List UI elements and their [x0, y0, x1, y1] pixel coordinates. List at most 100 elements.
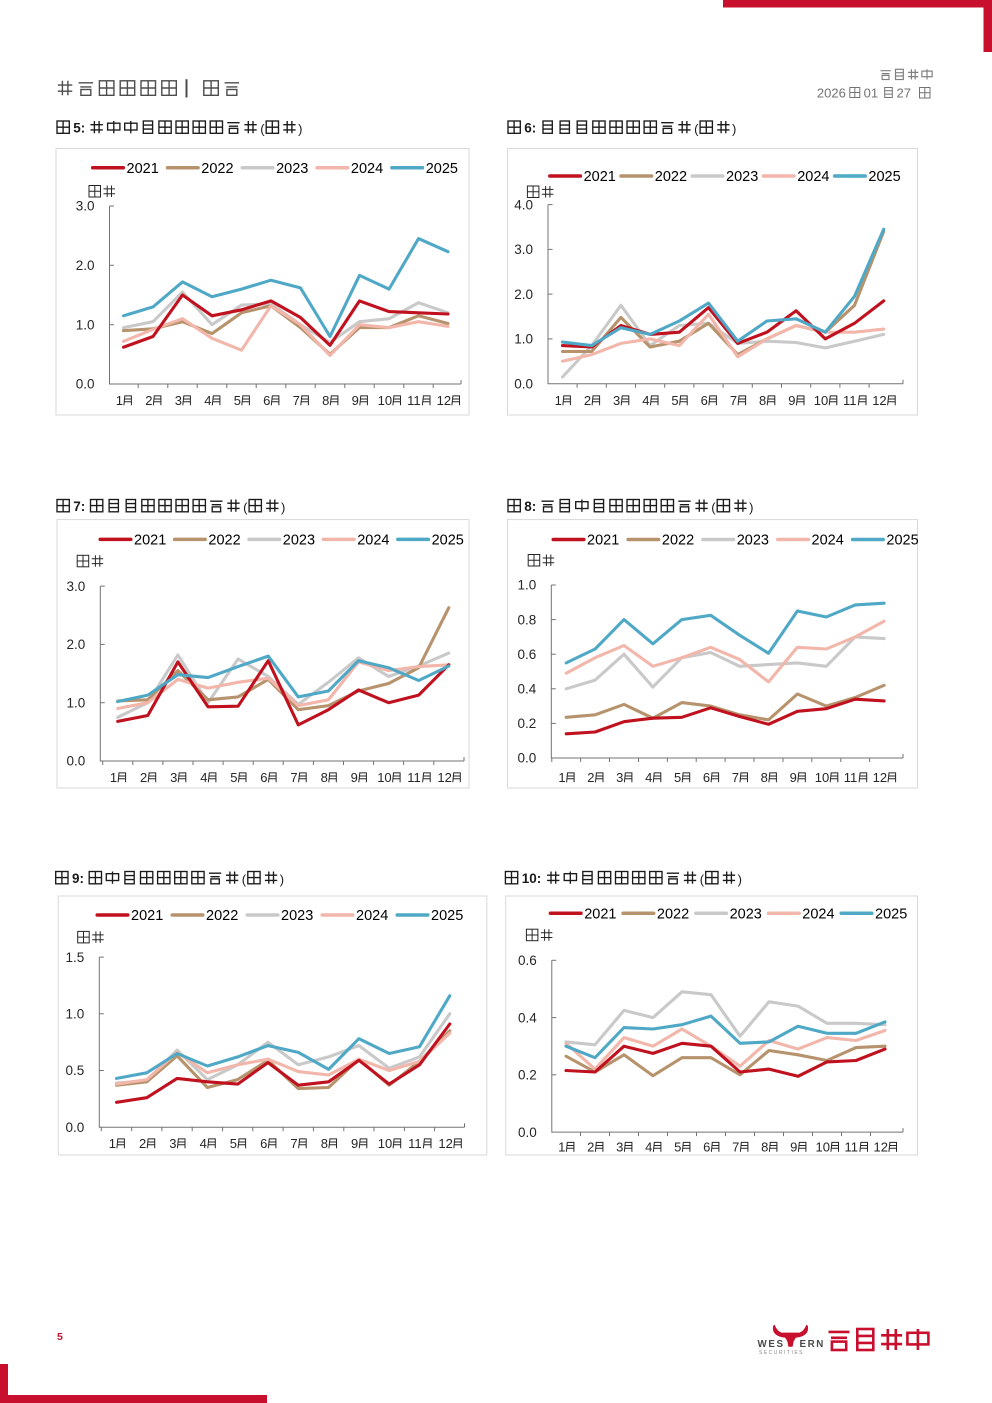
svg-text:12: 12 [872, 393, 886, 408]
svg-text:(: ( [243, 500, 248, 515]
svg-text:(: ( [711, 500, 716, 515]
svg-text:0.2: 0.2 [518, 716, 537, 731]
svg-text:0.4: 0.4 [518, 682, 537, 697]
svg-text:2023: 2023 [276, 161, 308, 177]
svg-text:5:: 5: [73, 120, 85, 135]
svg-text:2022: 2022 [657, 906, 689, 922]
svg-text:7:: 7: [73, 499, 85, 514]
svg-text:2025: 2025 [431, 908, 463, 924]
svg-text:2: 2 [145, 393, 152, 408]
svg-text:2023: 2023 [283, 533, 315, 549]
svg-text:2023: 2023 [730, 906, 762, 922]
svg-text:2022: 2022 [208, 533, 240, 549]
svg-text:8: 8 [321, 1136, 328, 1151]
svg-text:01: 01 [864, 85, 878, 100]
svg-text:10: 10 [378, 393, 392, 408]
svg-text:2023: 2023 [726, 169, 758, 185]
svg-text:12: 12 [873, 770, 887, 785]
svg-text:9: 9 [352, 393, 359, 408]
svg-text:0.0: 0.0 [67, 754, 86, 769]
svg-text:8: 8 [321, 770, 328, 785]
svg-text:8: 8 [761, 1140, 768, 1155]
svg-text:11: 11 [407, 393, 421, 408]
svg-text:SECURITIES: SECURITIES [759, 1350, 804, 1356]
svg-text:11: 11 [408, 1136, 422, 1151]
svg-text:0.5: 0.5 [66, 1063, 85, 1078]
svg-text:0.0: 0.0 [76, 377, 95, 392]
svg-text:(: ( [694, 121, 699, 136]
svg-text:3: 3 [616, 1140, 623, 1155]
svg-text:2023: 2023 [737, 533, 769, 549]
svg-text:(: ( [242, 872, 247, 887]
svg-text:4: 4 [200, 1136, 207, 1151]
svg-text:): ) [732, 121, 736, 136]
svg-text:2025: 2025 [886, 533, 918, 549]
svg-text:4: 4 [642, 393, 649, 408]
svg-text:3: 3 [175, 393, 182, 408]
svg-text:1.0: 1.0 [67, 695, 86, 710]
svg-text:6: 6 [260, 1136, 267, 1151]
svg-text:11: 11 [843, 393, 857, 408]
svg-text:2024: 2024 [797, 169, 829, 185]
svg-text:1: 1 [116, 393, 123, 408]
svg-text:): ) [749, 500, 753, 515]
svg-text:2021: 2021 [127, 161, 159, 177]
svg-text:10: 10 [377, 770, 391, 785]
svg-text:5: 5 [234, 393, 241, 408]
svg-text:2022: 2022 [662, 533, 694, 549]
svg-text:4: 4 [204, 393, 211, 408]
svg-text:10: 10 [815, 770, 829, 785]
svg-text:1: 1 [558, 1140, 565, 1155]
svg-text:3.0: 3.0 [67, 579, 86, 594]
svg-text:7: 7 [290, 770, 297, 785]
svg-text:7: 7 [732, 770, 739, 785]
svg-text:1.0: 1.0 [66, 1007, 85, 1022]
svg-text:2: 2 [584, 393, 591, 408]
svg-text:WES: WES [758, 1339, 785, 1350]
svg-text:2022: 2022 [655, 169, 687, 185]
svg-text:2024: 2024 [802, 906, 834, 922]
svg-text:5: 5 [671, 393, 678, 408]
svg-text:6:: 6: [524, 120, 536, 135]
svg-text:1.5: 1.5 [66, 950, 85, 965]
svg-text:5: 5 [230, 770, 237, 785]
svg-text:2024: 2024 [812, 533, 844, 549]
svg-text:2024: 2024 [357, 533, 389, 549]
svg-text:6: 6 [260, 770, 267, 785]
svg-text:1: 1 [558, 770, 565, 785]
svg-text:2026: 2026 [817, 85, 846, 100]
svg-text:2021: 2021 [134, 533, 166, 549]
svg-text:3: 3 [616, 770, 623, 785]
svg-text:1: 1 [109, 1136, 116, 1151]
svg-text:6: 6 [263, 393, 270, 408]
svg-text:6: 6 [703, 770, 710, 785]
svg-text:7: 7 [293, 393, 300, 408]
svg-text:0.0: 0.0 [514, 376, 533, 391]
svg-text:1.0: 1.0 [518, 578, 537, 593]
svg-text:): ) [298, 121, 302, 136]
svg-text:10: 10 [814, 393, 828, 408]
svg-text:4: 4 [645, 1140, 652, 1155]
svg-text:9: 9 [790, 1140, 797, 1155]
svg-text:3: 3 [169, 1136, 176, 1151]
svg-text:7: 7 [290, 1136, 297, 1151]
svg-text:10: 10 [378, 1136, 392, 1151]
svg-text:6: 6 [703, 1140, 710, 1155]
svg-text:2025: 2025 [868, 169, 900, 185]
svg-text:2: 2 [587, 1140, 594, 1155]
svg-text:12: 12 [437, 770, 451, 785]
svg-text:2024: 2024 [356, 908, 388, 924]
svg-text:5: 5 [57, 1331, 63, 1343]
svg-text:10:: 10: [522, 871, 542, 886]
svg-text:(: ( [700, 872, 705, 887]
svg-text:): ) [738, 872, 742, 887]
svg-text:11: 11 [844, 770, 858, 785]
svg-text:ERN: ERN [800, 1339, 826, 1350]
svg-text:9:: 9: [72, 871, 84, 886]
svg-text:11: 11 [845, 1140, 859, 1155]
svg-text:0.4: 0.4 [518, 1010, 537, 1025]
svg-text:11: 11 [407, 770, 421, 785]
svg-text:2022: 2022 [206, 908, 238, 924]
svg-text:3: 3 [613, 393, 620, 408]
svg-text:1.0: 1.0 [76, 317, 95, 332]
